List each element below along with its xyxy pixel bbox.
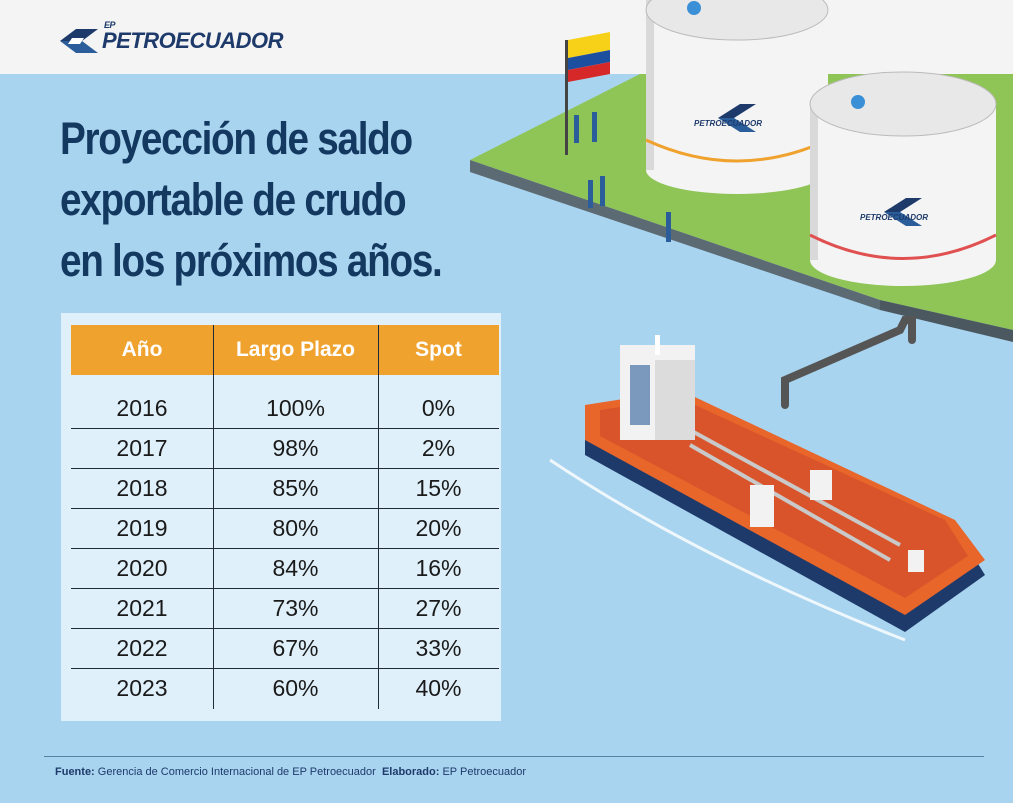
cell-year: 2021 [116,595,168,621]
tank-label: PETROECUADOR [860,213,928,222]
table-row: 2021 73% 27% [71,589,499,629]
cell-largo-plazo: 84% [272,555,319,581]
cell-largo-plazo: 80% [272,515,319,541]
table-header: Año Largo Plazo Spot [71,325,499,375]
column-header-year: Año [121,338,163,361]
table-row: 2016 100% 0% [71,389,499,429]
storage-tank-icon: PETROECUADOR [809,71,997,286]
cell-largo-plazo: 67% [272,635,319,661]
pipe-icon [781,316,916,409]
cell-year: 2020 [116,555,168,581]
cell-year: 2018 [116,475,168,501]
cell-year: 2022 [116,635,168,661]
cell-year: 2017 [116,435,168,461]
cell-largo-plazo: 98% [272,435,319,461]
column-header-largo-plazo: Largo Plazo [235,338,356,361]
storage-tank-icon: PETROECUADOR [645,0,829,194]
petroecuador-logo-icon [60,29,98,53]
cell-year: 2019 [116,515,168,541]
cell-spot: 27% [415,595,462,621]
brand-logo: EP PETROECUADOR [58,20,284,56]
column-divider [213,325,214,709]
made-label: Elaborado: [381,766,440,778]
page-title: Proyección de saldo exportable de crudo … [60,113,443,286]
oil-tanker-icon [585,335,985,632]
cell-spot: 15% [415,475,462,501]
table-body: 2016 100% 0% 2017 98% 2% 2018 85% 15% 20… [71,389,499,709]
table-row: 2023 60% 40% [71,669,499,709]
made-text: EP Petroecuador [442,766,527,778]
brand-name: EP PETROECUADOR [102,20,284,54]
table-row: 2018 85% 15% [71,469,499,509]
cell-year: 2023 [116,675,168,701]
cell-spot: 16% [415,555,462,581]
footer-credits: Fuente: Gerencia de Comercio Internacion… [55,766,526,778]
source-text: Gerencia de Comercio Internacional de EP… [97,766,376,778]
cell-spot: 0% [421,395,456,421]
export-table: Año Largo Plazo Spot 2016 100% 0% 2017 9… [61,313,501,721]
footer-divider [44,756,984,757]
cell-spot: 20% [415,515,462,541]
column-divider [378,325,379,709]
worker-icon [574,112,671,242]
flag-icon [568,32,610,58]
table-row: 2019 80% 20% [71,509,499,549]
brand-prefix: EP [104,20,116,30]
source-label: Fuente: [55,766,95,778]
cell-largo-plazo: 100% [266,395,325,421]
table-row: 2022 67% 33% [71,629,499,669]
table-row: 2017 98% 2% [71,429,499,469]
cell-largo-plazo: 60% [272,675,319,701]
header-band [0,0,1013,74]
cell-spot: 40% [415,675,462,701]
cell-largo-plazo: 73% [272,595,319,621]
cell-year: 2016 [116,395,168,421]
cell-largo-plazo: 85% [272,475,319,501]
table-row: 2020 84% 16% [71,549,499,589]
brand-name-text: PETROECUADOR [102,28,284,53]
tank-label: PETROECUADOR [694,119,762,128]
cell-spot: 2% [421,435,456,461]
cell-spot: 33% [415,635,462,661]
column-header-spot: Spot [415,338,462,361]
